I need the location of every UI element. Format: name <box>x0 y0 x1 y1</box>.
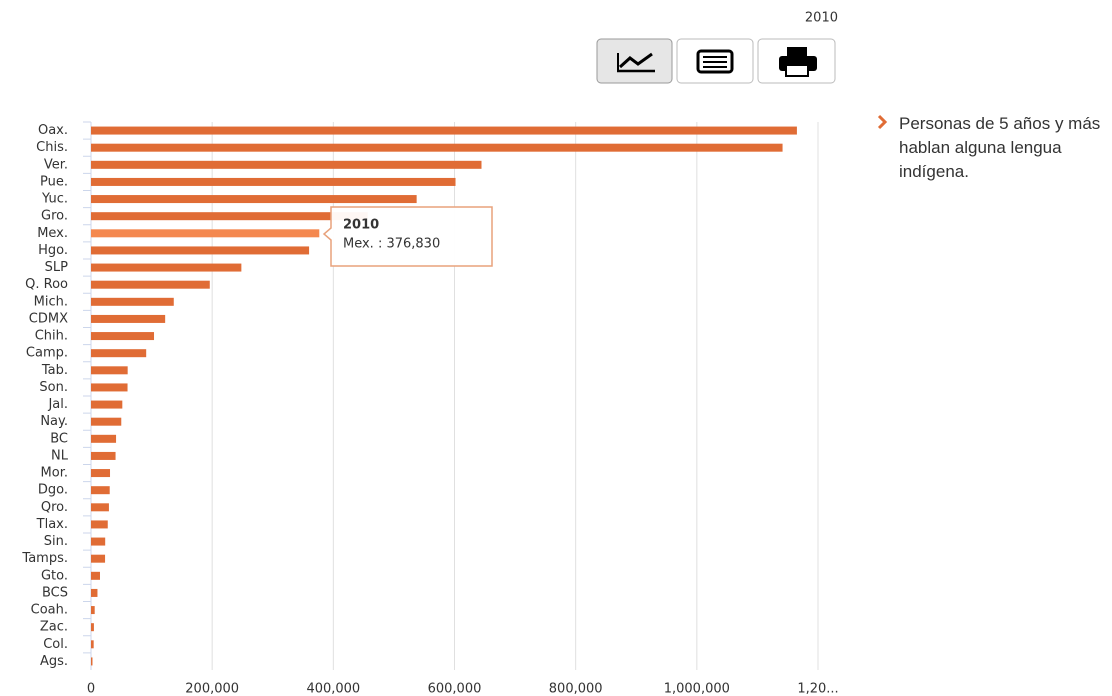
bar <box>91 246 310 255</box>
icon <box>787 47 807 57</box>
bar <box>91 332 155 341</box>
y-tick-label: Coah. <box>31 603 68 618</box>
y-tick-label: BCS <box>42 585 68 600</box>
y-tick-label: Tab. <box>41 363 68 378</box>
x-tick-label: 600,000 <box>428 682 482 696</box>
bar <box>91 640 94 649</box>
y-tick-label: Q. Roo <box>25 277 68 292</box>
y-tick-label: Ags. <box>40 654 68 669</box>
y-tick-label: Dgo. <box>38 483 68 498</box>
y-tick-label: Son. <box>39 380 68 395</box>
y-tick-label: Tamps. <box>21 551 68 566</box>
bar <box>91 571 100 580</box>
bar <box>91 503 109 512</box>
bar <box>91 588 98 597</box>
y-tick-label: BC <box>50 431 68 446</box>
y-tick-label: Chih. <box>35 329 68 344</box>
y-tick-label: Pue. <box>40 174 68 189</box>
bar <box>91 537 106 546</box>
table-button[interactable] <box>676 38 754 84</box>
year-label: 2010 <box>805 11 838 26</box>
icon <box>785 64 809 77</box>
bar <box>91 349 147 358</box>
bar <box>91 657 93 666</box>
tooltip-title: 2010 <box>343 218 379 233</box>
bar <box>91 400 123 409</box>
y-tick-label: Jal. <box>47 397 68 412</box>
y-tick-label: NL <box>51 448 69 463</box>
y-tick-label: Col. <box>43 637 68 652</box>
bar <box>91 263 242 272</box>
bar <box>91 554 106 563</box>
x-tick-label: 400,000 <box>306 682 360 696</box>
x-tick-label: 1,000,000 <box>664 682 730 696</box>
y-tick-label: Yuc. <box>41 192 68 207</box>
y-tick-label: Mex. <box>37 226 68 241</box>
bar <box>91 383 128 392</box>
y-tick-label: Ver. <box>44 157 68 172</box>
bar <box>91 229 320 238</box>
y-tick-label: Hgo. <box>38 243 68 258</box>
x-tick-label: 1,20... <box>797 682 838 696</box>
tooltip-box <box>322 206 493 267</box>
bar <box>91 469 111 478</box>
y-tick-label: Gro. <box>41 209 68 224</box>
y-tick-label: Tlax. <box>36 517 68 532</box>
legend-label[interactable]: Personas de 5 años y más hablan alguna l… <box>899 114 1101 181</box>
x-tick-label: 0 <box>87 682 95 696</box>
print-button[interactable] <box>757 38 836 84</box>
bar <box>91 434 117 443</box>
bar <box>91 366 128 375</box>
y-tick-label: Mich. <box>34 294 68 309</box>
bar <box>91 126 797 135</box>
y-tick-label: Zac. <box>40 620 68 635</box>
y-tick-label: SLP <box>45 260 68 275</box>
y-tick-label: Chis. <box>36 140 68 155</box>
bar <box>91 520 108 529</box>
icon <box>696 49 734 74</box>
y-tick-label: Nay. <box>40 414 68 429</box>
bar <box>91 486 110 495</box>
bar <box>91 212 368 221</box>
tooltip: 2010 Mex. : 376,830 <box>322 206 493 267</box>
bar <box>91 623 94 632</box>
bar <box>91 160 482 169</box>
tooltip-text: Mex. : 376,830 <box>343 237 440 252</box>
bar <box>91 417 122 426</box>
y-tick-label: Oax. <box>38 123 68 138</box>
y-tick-label: Sin. <box>44 534 68 549</box>
chart-button[interactable] <box>596 38 673 84</box>
bar <box>91 451 116 460</box>
bar <box>91 143 783 152</box>
bar <box>91 297 174 306</box>
bar <box>91 195 417 204</box>
x-tick-label: 200,000 <box>185 682 239 696</box>
y-tick-label: CDMX <box>29 311 68 326</box>
y-tick-label: Qro. <box>41 500 68 515</box>
bar <box>91 314 166 323</box>
y-tick-label: Gto. <box>41 568 68 583</box>
icon <box>618 52 653 69</box>
x-tick-label: 800,000 <box>549 682 603 696</box>
bar <box>91 177 456 186</box>
y-tick-label: Camp. <box>26 346 68 361</box>
y-tick-label: Mor. <box>41 466 68 481</box>
legend-marker <box>877 114 888 130</box>
bar <box>91 606 95 615</box>
bar <box>91 280 210 289</box>
